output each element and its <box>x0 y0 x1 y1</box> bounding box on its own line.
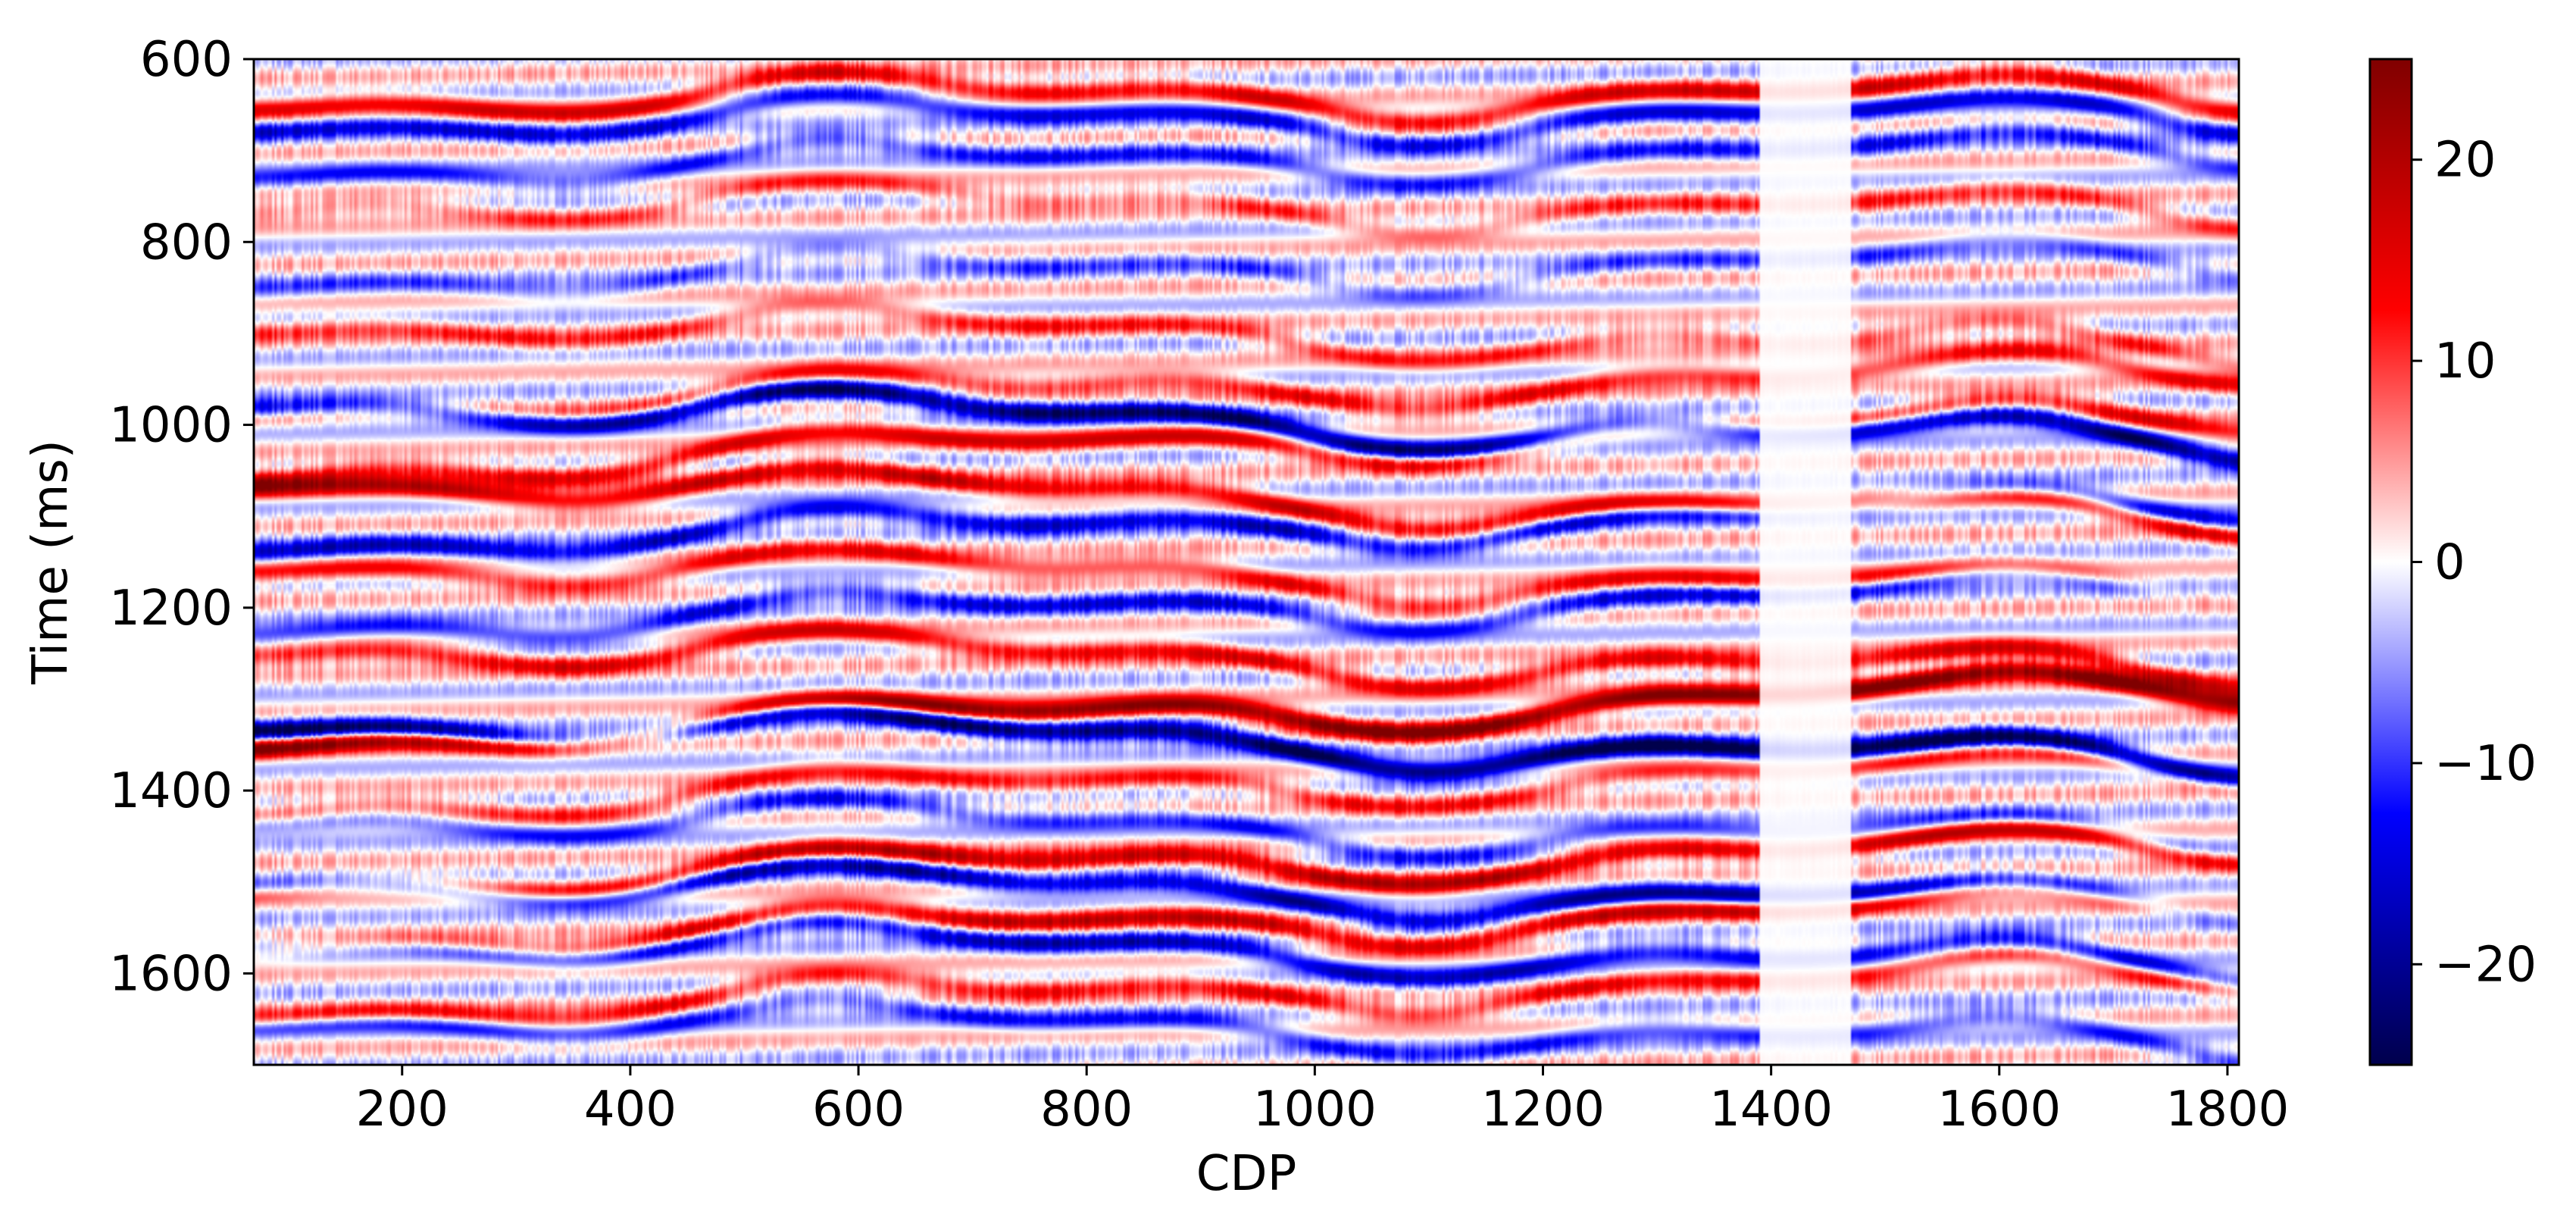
x-axis: 200 400 600 800 1000 1200 1400 1600 1800 <box>356 1065 2290 1138</box>
x-tick-label: 1800 <box>2166 1082 2290 1138</box>
colorbar: −20 −10 0 10 20 <box>2368 58 2537 1066</box>
colorbar-tick-label: 0 <box>2434 535 2465 591</box>
x-tick-label: 1600 <box>1937 1082 2061 1138</box>
x-axis-label: CDP <box>1196 1146 1297 1202</box>
colorbar-tick-label: 20 <box>2434 133 2496 189</box>
x-tick-label: 600 <box>812 1082 905 1138</box>
x-tick-label: 400 <box>584 1082 677 1138</box>
plot-area <box>254 59 2239 1065</box>
y-tick-label: 1200 <box>109 581 233 637</box>
x-tick-label: 800 <box>1040 1082 1133 1138</box>
x-tick-label: 1000 <box>1253 1082 1377 1138</box>
y-axis-label: Time (ms) <box>23 440 79 685</box>
colorbar-tick-label: −20 <box>2434 937 2537 993</box>
seismic-amplitude-image <box>254 59 2239 1065</box>
colorbar-tick-label: −10 <box>2434 736 2537 792</box>
x-tick-label: 1400 <box>1709 1082 1833 1138</box>
y-tick-label: 1400 <box>109 763 233 819</box>
y-tick-label: 1000 <box>109 398 233 454</box>
x-tick-label: 1200 <box>1481 1082 1605 1138</box>
colorbar-ticks: −20 −10 0 10 20 <box>2412 133 2537 993</box>
y-axis: 600 800 1000 1200 1400 1600 <box>109 32 254 1002</box>
colorbar-tick-label: 10 <box>2434 333 2496 390</box>
y-tick-label: 600 <box>140 32 233 88</box>
colorbar-gradient <box>2370 59 2412 1065</box>
x-tick-label: 200 <box>356 1082 449 1138</box>
y-tick-label: 1600 <box>109 946 233 1002</box>
y-tick-label: 800 <box>140 214 233 271</box>
plot-frame <box>252 58 2240 1066</box>
